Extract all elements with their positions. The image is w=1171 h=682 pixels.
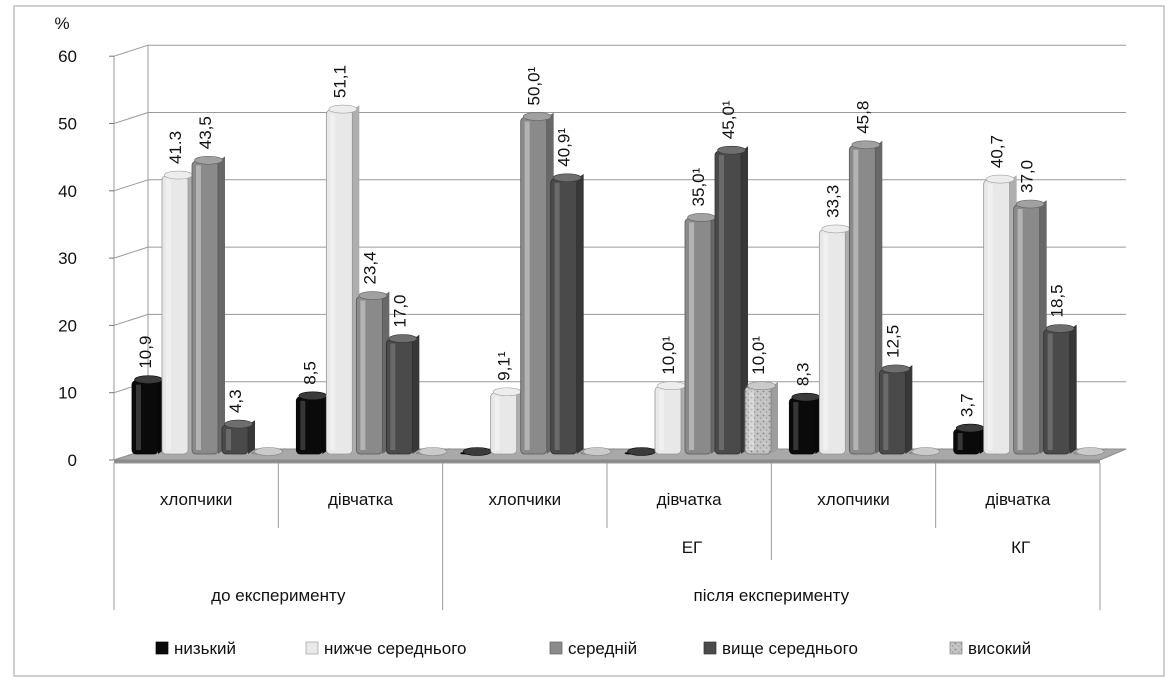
legend: низький нижче середнього середній вище сере… [155,639,1031,658]
legend-item-above-average: вище середнього [703,639,858,658]
y-tick-label: 20 [58,316,77,335]
bar-average-3 [684,213,718,455]
data-label-low-5: 3,7 [958,393,977,417]
legend-item-average: середній [549,639,637,658]
category-label-0: хлопчики [160,490,233,509]
data-label-average-4: 45,8 [853,101,872,134]
y-tick-label: 0 [68,451,77,470]
data-label-below-average-5: 40,7 [988,135,1007,168]
bar-below-average-3 [654,381,688,455]
bar-average-2 [520,112,554,455]
data-label-below-average-0: 41.3 [166,131,185,164]
legend-item-below-average: нижче середнього [305,639,467,658]
bar-average-0 [191,155,225,455]
legend-swatch [549,641,563,655]
x-axis: хлопчики дівчатка хлопчики дівчатка хлопчики… [113,462,1101,610]
gridline-diagonal [113,44,149,57]
data-label-above-average-0: 4,3 [226,389,245,413]
bar-high-2 [580,447,614,456]
group-label-0: ЕГ [682,538,703,557]
data-label-above-average-4: 12,5 [883,325,902,358]
bar-below-average-4 [818,224,853,455]
category-label-2: хлопчики [489,490,562,509]
bar-average-5 [1013,199,1047,455]
bar-below-average-0 [161,170,195,455]
bar-low-0 [131,375,165,455]
y-tick-label: 60 [58,47,77,66]
legend-label: середній [568,639,637,658]
bar-above-average-4 [878,364,913,455]
chart-border [13,5,1165,677]
gridline-diagonal [113,179,149,192]
legend-swatch [703,641,717,655]
data-label-above-average-3: 45,0¹ [719,100,738,139]
legend-item-low: низький [155,639,236,658]
category-label-1: дівчатка [328,490,393,509]
data-label-above-average-5: 18,5 [1048,284,1067,317]
data-label-below-average-1: 51,1 [330,65,349,98]
group-label-outer-1: після експерименту [694,586,850,605]
bar-low-3 [624,447,658,456]
data-label-above-average-2: 40,9¹ [555,128,574,167]
bar-high-3 [744,381,778,455]
bar-high-0 [251,447,285,456]
legend-swatch [949,641,963,655]
bar-average-4 [848,140,883,455]
data-label-low-4: 8,3 [793,363,812,387]
gridline-diagonal [113,246,149,259]
bar-below-average-2 [490,387,524,455]
data-label-high-3: 10,0¹ [749,336,768,375]
bar-low-1 [295,391,330,455]
gridline-diagonal [113,112,149,124]
data-label-low-1: 8,5 [300,361,319,385]
y-axis-label: % [54,14,69,33]
data-label-below-average-4: 33,3 [823,185,842,218]
data-label-average-3: 35,0¹ [689,167,708,206]
bar-above-average-2 [550,173,584,455]
bar-average-1 [355,291,390,455]
y-tick-label: 40 [58,182,77,201]
y-axis: 0 10 20 30 40 50 60% [54,14,115,470]
gridline-diagonal [113,313,149,326]
bar-above-average-3 [714,145,748,455]
y-tick-label: 50 [58,115,77,134]
bar-low-4 [788,392,823,455]
data-label-average-1: 23,4 [360,251,379,284]
legend-swatch [305,641,319,655]
bars [131,104,1107,456]
category-label-5: дівчатка [985,490,1050,509]
group-label-outer-0: до експерименту [211,586,346,605]
data-label-below-average-3: 10,0¹ [659,336,678,375]
floor-edge [114,460,1100,463]
data-label-low-0: 10,9 [136,336,155,369]
legend-swatch [155,641,169,655]
legend-label: низький [174,639,236,658]
bar-low-5 [953,423,987,455]
data-labels: 10,9 41.3 43,5 4,3 8,5 51,1 23,4 17,0 9,1¹ 50,0¹ 4… [136,65,1067,417]
data-label-below-average-2: 9,1¹ [495,351,514,381]
bar-above-average-1 [385,334,420,455]
bar-high-4 [908,447,943,456]
bar-above-average-0 [221,419,255,455]
bar-high-1 [415,447,450,456]
legend-label: вище середнього [722,639,858,658]
y-tick-label: 30 [58,249,77,268]
legend-label: нижче середнього [324,639,467,658]
data-label-above-average-1: 17,0 [390,294,409,327]
legend-item-high: високий [949,639,1031,658]
category-label-4: хлопчики [817,490,890,509]
data-label-average-0: 43,5 [196,116,215,149]
data-label-average-5: 37,0 [1018,160,1037,193]
legend-label: високий [968,639,1031,658]
y-tick-label: 10 [58,384,77,403]
bar-below-average-1 [325,104,360,455]
data-label-average-2: 50,0¹ [525,66,544,105]
bar-high-5 [1073,447,1107,456]
bar-above-average-5 [1043,324,1077,455]
bar-below-average-5 [983,174,1017,455]
group-label-1: КГ [1011,538,1030,557]
category-label-3: дівчатка [657,490,722,509]
